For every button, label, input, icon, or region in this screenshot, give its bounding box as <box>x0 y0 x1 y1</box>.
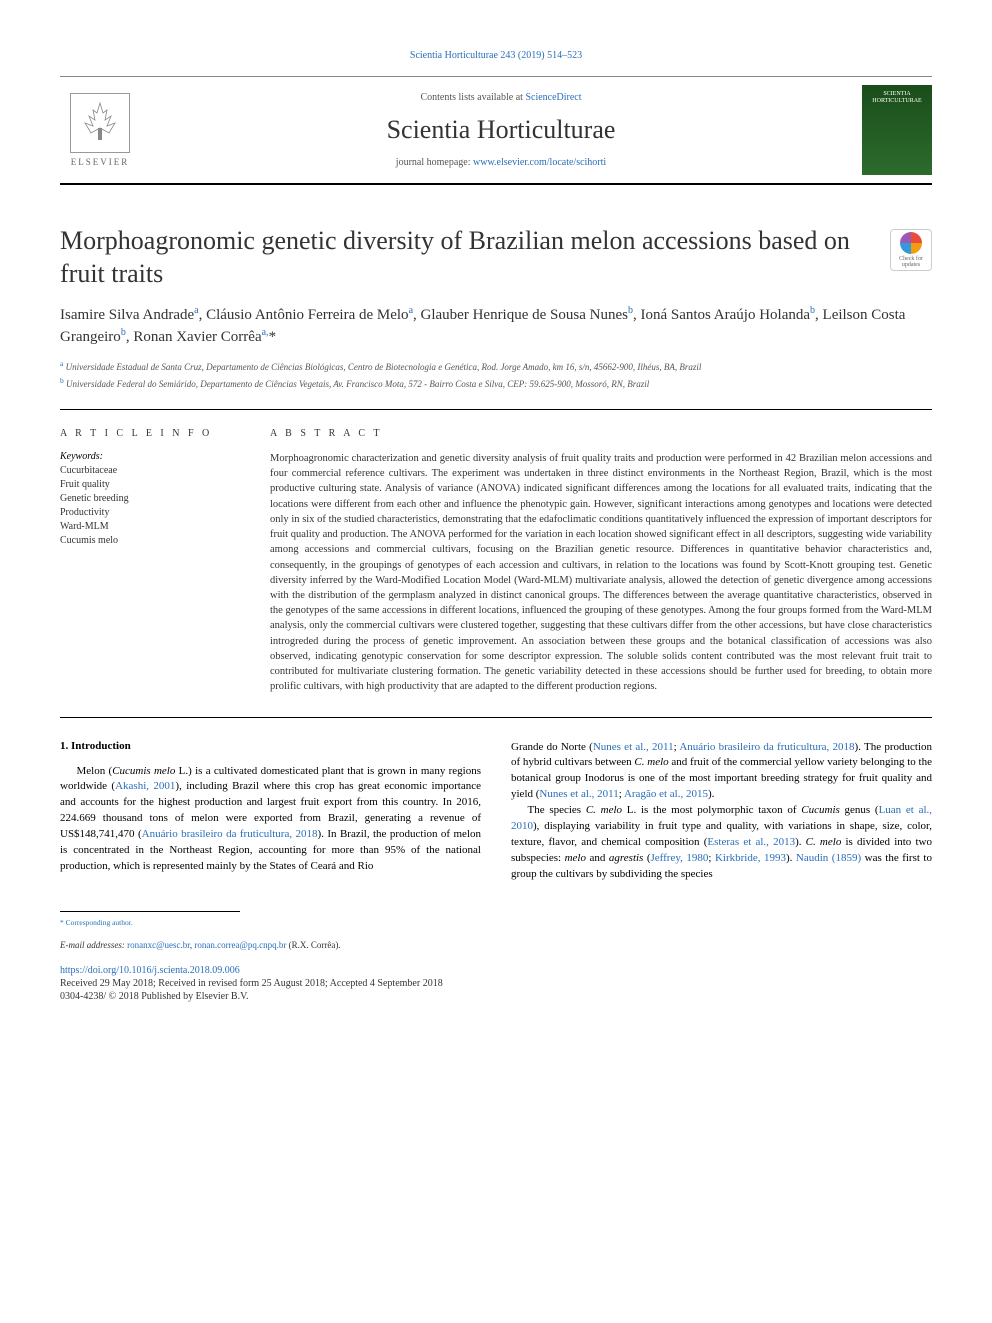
crossmark-badge[interactable]: Check forupdates <box>890 229 932 271</box>
journal-homepage: journal homepage: www.elsevier.com/locat… <box>140 157 862 168</box>
intro-paragraph-1-cont: Grande do Norte (Nunes et al., 2011; Anu… <box>511 740 932 804</box>
elsevier-tree-icon <box>70 93 130 153</box>
journal-cover-thumbnail: SCIENTIA HORTICULTURAE <box>862 85 932 175</box>
author-list: Isamire Silva Andradea, Cláusio Antônio … <box>60 304 932 348</box>
publisher-logo: ELSEVIER <box>60 85 140 175</box>
intro-paragraph-1: Melon (Cucumis melo L.) is a cultivated … <box>60 764 481 876</box>
article-info-label: A R T I C L E I N F O <box>60 428 240 439</box>
homepage-link[interactable]: www.elsevier.com/locate/scihorti <box>473 157 606 168</box>
received-dates: Received 29 May 2018; Received in revise… <box>60 978 932 989</box>
article-title: Morphoagronomic genetic diversity of Bra… <box>60 225 875 290</box>
email-link-1[interactable]: ronanxc@uesc.br <box>127 940 190 950</box>
body-content: 1. Introduction Melon (Cucumis melo L.) … <box>60 740 932 883</box>
corresponding-author-note: * Corresponding author. <box>60 918 932 933</box>
intro-heading: 1. Introduction <box>60 740 481 752</box>
abstract-label: A B S T R A C T <box>270 428 932 439</box>
doi-link[interactable]: https://doi.org/10.1016/j.scienta.2018.0… <box>60 965 932 976</box>
keywords-label: Keywords: <box>60 451 240 462</box>
email-link-2[interactable]: ronan.correa@pq.cnpq.br <box>194 940 286 950</box>
journal-header: ELSEVIER Contents lists available at Sci… <box>60 76 932 185</box>
affiliations: a Universidade Estadual de Santa Cruz, D… <box>60 358 932 391</box>
email-addresses: E-mail addresses: ronanxc@uesc.br, ronan… <box>60 939 932 952</box>
copyright-line: 0304-4238/ © 2018 Published by Elsevier … <box>60 991 932 1002</box>
publisher-name: ELSEVIER <box>71 157 130 167</box>
abstract-text: Morphoagronomic characterization and gen… <box>270 451 932 695</box>
journal-citation: Scientia Horticulturae 243 (2019) 514–52… <box>60 50 932 61</box>
intro-paragraph-2: The species C. melo L. is the most polym… <box>511 803 932 883</box>
contents-available: Contents lists available at ScienceDirec… <box>140 92 862 103</box>
crossmark-label: Check forupdates <box>899 256 923 268</box>
crossmark-icon <box>900 232 922 254</box>
journal-name: Scientia Horticulturae <box>140 115 862 145</box>
keywords-list: CucurbitaceaeFruit qualityGenetic breedi… <box>60 464 240 548</box>
sciencedirect-link[interactable]: ScienceDirect <box>525 92 581 103</box>
